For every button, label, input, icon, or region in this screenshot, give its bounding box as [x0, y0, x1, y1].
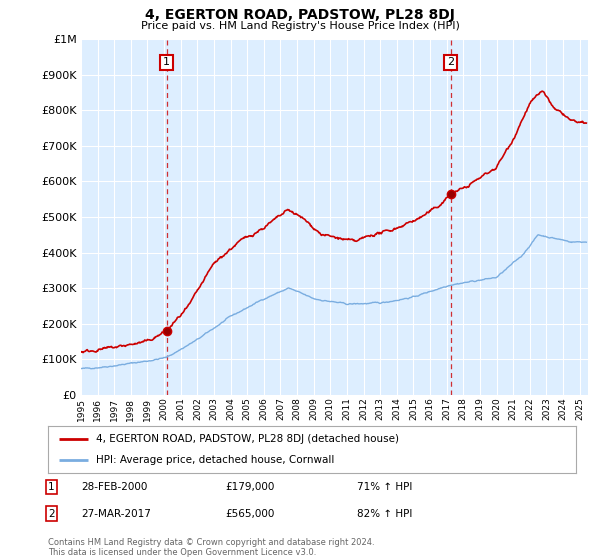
- Text: 1: 1: [48, 482, 55, 492]
- Text: 4, EGERTON ROAD, PADSTOW, PL28 8DJ: 4, EGERTON ROAD, PADSTOW, PL28 8DJ: [145, 8, 455, 22]
- Text: Price paid vs. HM Land Registry's House Price Index (HPI): Price paid vs. HM Land Registry's House …: [140, 21, 460, 31]
- Text: 4, EGERTON ROAD, PADSTOW, PL28 8DJ (detached house): 4, EGERTON ROAD, PADSTOW, PL28 8DJ (deta…: [95, 434, 398, 444]
- Text: £565,000: £565,000: [225, 508, 274, 519]
- Text: 71% ↑ HPI: 71% ↑ HPI: [357, 482, 412, 492]
- Text: 28-FEB-2000: 28-FEB-2000: [81, 482, 148, 492]
- Text: 1: 1: [163, 57, 170, 67]
- Text: HPI: Average price, detached house, Cornwall: HPI: Average price, detached house, Corn…: [95, 455, 334, 465]
- Text: 27-MAR-2017: 27-MAR-2017: [81, 508, 151, 519]
- Text: £179,000: £179,000: [225, 482, 274, 492]
- Text: Contains HM Land Registry data © Crown copyright and database right 2024.
This d: Contains HM Land Registry data © Crown c…: [48, 538, 374, 557]
- Text: 82% ↑ HPI: 82% ↑ HPI: [357, 508, 412, 519]
- Text: 2: 2: [447, 57, 454, 67]
- Text: 2: 2: [48, 508, 55, 519]
